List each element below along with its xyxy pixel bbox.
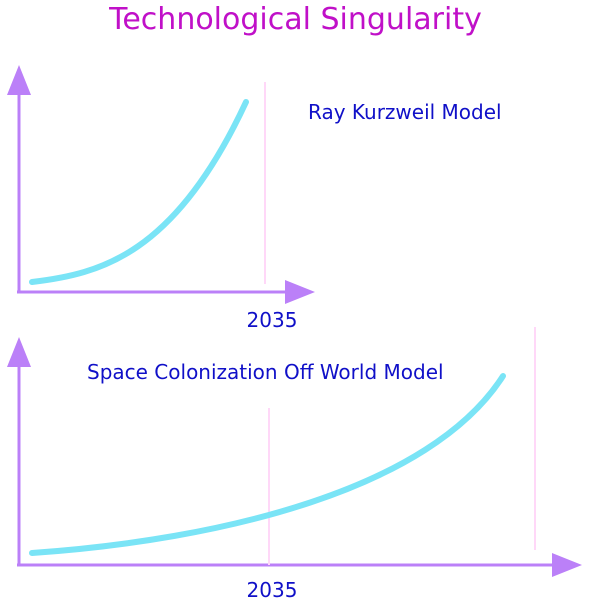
growth-curve: [29, 99, 249, 285]
page-title: Technological Singularity: [109, 2, 482, 37]
x-tick-label: 2035: [247, 578, 298, 602]
x-tick-label: 2035: [247, 308, 298, 332]
panel-label: Space Colonization Off World Model: [87, 360, 444, 384]
growth-curve: [29, 373, 506, 556]
panel-label: Ray Kurzweil Model: [308, 100, 502, 124]
panel-kurzweil: Ray Kurzweil Model 2035: [6, 65, 502, 332]
panel-space-colonization: Space Colonization Off World Model 2035: [6, 327, 582, 602]
